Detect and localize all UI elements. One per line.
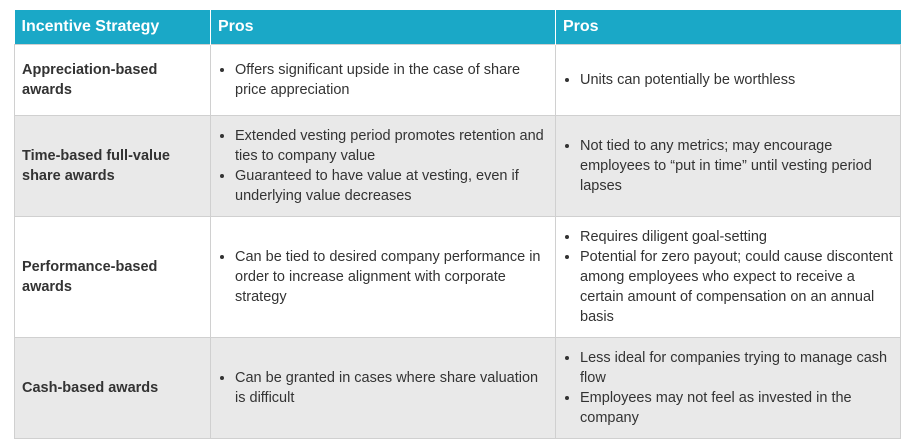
bullet-list: Can be granted in cases where share valu… — [217, 368, 549, 408]
table-body: Appreciation-based awards Offers signifi… — [14, 44, 901, 439]
pros-cell: Can be tied to desired company performan… — [210, 216, 556, 338]
table-row: Time-based full-value share awards Exten… — [14, 115, 901, 217]
bullet-list: Less ideal for companies trying to manag… — [562, 348, 894, 428]
strategy-cell: Performance-based awards — [14, 216, 211, 338]
list-item: Can be granted in cases where share valu… — [235, 368, 549, 408]
table-row: Performance-based awards Can be tied to … — [14, 216, 901, 338]
header-pros-1: Pros — [210, 10, 556, 45]
list-item: Employees may not feel as invested in th… — [580, 388, 894, 428]
list-item: Guaranteed to have value at vesting, eve… — [235, 166, 549, 206]
pros-cell: Extended vesting period promotes retenti… — [210, 115, 556, 217]
list-item: Extended vesting period promotes retenti… — [235, 126, 549, 166]
strategy-cell: Time-based full-value share awards — [14, 115, 211, 217]
table-header: Incentive Strategy Pros Pros — [14, 10, 901, 45]
pros-cell: Not tied to any metrics; may encourage e… — [555, 115, 901, 217]
bullet-list: Requires diligent goal-setting Potential… — [562, 227, 894, 327]
strategy-cell: Appreciation-based awards — [14, 44, 211, 116]
incentive-table-container: Incentive Strategy Pros Pros Appreciatio… — [14, 10, 901, 439]
bullet-list: Offers significant upside in the case of… — [217, 60, 549, 100]
header-incentive-strategy: Incentive Strategy — [14, 10, 211, 45]
pros-cell: Units can potentially be worthless — [555, 44, 901, 116]
bullet-list: Not tied to any metrics; may encourage e… — [562, 136, 894, 196]
table-row: Appreciation-based awards Offers signifi… — [14, 44, 901, 116]
strategy-cell: Cash-based awards — [14, 337, 211, 439]
header-pros-2: Pros — [555, 10, 901, 45]
list-item: Less ideal for companies trying to manag… — [580, 348, 894, 388]
bullet-list: Extended vesting period promotes retenti… — [217, 126, 549, 206]
header-row: Incentive Strategy Pros Pros — [14, 10, 901, 45]
pros-cell: Requires diligent goal-setting Potential… — [555, 216, 901, 338]
list-item: Units can potentially be worthless — [580, 70, 894, 90]
list-item: Can be tied to desired company performan… — [235, 247, 549, 307]
list-item: Offers significant upside in the case of… — [235, 60, 549, 100]
incentive-strategy-table: Incentive Strategy Pros Pros Appreciatio… — [14, 10, 901, 439]
bullet-list: Units can potentially be worthless — [562, 70, 894, 90]
pros-cell: Offers significant upside in the case of… — [210, 44, 556, 116]
pros-cell: Can be granted in cases where share valu… — [210, 337, 556, 439]
list-item: Potential for zero payout; could cause d… — [580, 247, 894, 327]
bullet-list: Can be tied to desired company performan… — [217, 247, 549, 307]
list-item: Requires diligent goal-setting — [580, 227, 894, 247]
list-item: Not tied to any metrics; may encourage e… — [580, 136, 894, 196]
pros-cell: Less ideal for companies trying to manag… — [555, 337, 901, 439]
table-row: Cash-based awards Can be granted in case… — [14, 337, 901, 439]
